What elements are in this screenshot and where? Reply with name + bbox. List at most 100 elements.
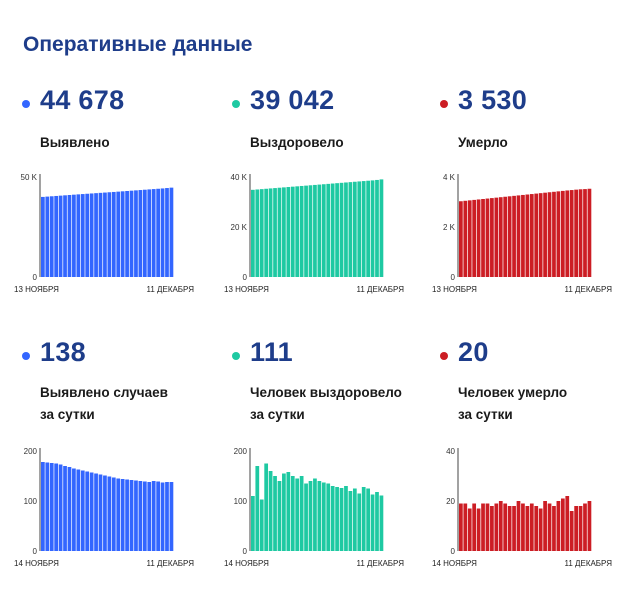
recovered-daily-bar	[259, 499, 264, 551]
detected-daily-bar	[120, 479, 125, 551]
detected-total-bar	[98, 192, 103, 277]
deaths-daily-bar	[569, 511, 574, 551]
recovered-daily-bar	[251, 496, 255, 551]
deaths-total-bar	[587, 188, 592, 277]
detected-total-bar	[165, 188, 169, 277]
detected-total-chart: 0 50 K 13 НОЯБРЯ 11 ДЕКАБРЯ	[14, 173, 194, 294]
recovered-total-value: 39 042	[250, 85, 335, 115]
recovered-daily-bar	[317, 481, 322, 551]
recovered-daily-y-tick-label: 200	[234, 447, 248, 456]
deaths-total-bar	[574, 189, 578, 277]
detected-daily-bar	[107, 476, 112, 551]
deaths-daily-x-end-label: 11 ДЕКАБРЯ	[565, 559, 613, 568]
detected-daily-bar	[134, 480, 138, 551]
detected-daily-dot	[22, 352, 30, 360]
detected-total-bar	[94, 193, 98, 277]
recovered-total-bar	[277, 187, 282, 277]
detected-daily-bar	[103, 475, 107, 551]
recovered-total-bar	[273, 188, 277, 277]
deaths-total-bar	[552, 191, 556, 277]
deaths-total-bar	[543, 192, 547, 277]
deaths-daily-y-tick-label: 40	[446, 447, 455, 456]
recovered-total-bar	[335, 183, 339, 277]
deaths-daily-bar	[574, 506, 578, 551]
recovered-total-bar	[344, 182, 348, 277]
deaths-total-bar	[569, 190, 574, 277]
recovered-daily-bar	[313, 478, 317, 551]
deaths-daily-bar	[547, 503, 552, 551]
deaths-daily-value: 20	[458, 337, 489, 367]
recovered-total-bar	[375, 179, 379, 277]
recovered-total-bar	[304, 185, 308, 278]
deaths-total-bar	[490, 198, 494, 277]
detected-daily-bar	[116, 478, 121, 551]
recovered-daily-bar	[330, 486, 335, 551]
recovered-total-bar	[295, 186, 300, 277]
recovered-daily-bar	[290, 476, 295, 551]
recovered-total-bar	[251, 189, 255, 277]
deaths-total-bar	[583, 189, 587, 277]
recovered-daily-bar	[286, 472, 291, 551]
recovered-daily-bar	[335, 487, 339, 551]
recovered-daily-bar	[352, 488, 357, 551]
deaths-daily-y-tick-label: 20	[446, 497, 455, 506]
detected-total-bar	[160, 188, 165, 277]
recovered-daily-bar	[304, 483, 308, 551]
detected-total-bar	[134, 190, 138, 277]
detected-daily-bar	[89, 472, 94, 551]
detected-daily-bar	[147, 482, 152, 551]
detected-total-bar	[116, 191, 121, 277]
deaths-total-bar	[525, 194, 530, 277]
deaths-total-bar	[467, 200, 472, 277]
detected-total-bar	[125, 191, 129, 277]
recovered-daily-bar	[268, 471, 273, 551]
detected-daily-bar	[54, 463, 59, 551]
deaths-daily-bar	[472, 503, 477, 551]
recovered-daily-bar	[273, 476, 277, 551]
recovered-total-bar	[313, 184, 317, 277]
deaths-total-bar	[512, 195, 516, 277]
recovered-total-label-line: Выздоровело	[250, 135, 344, 150]
recovered-total-y-tick-label: 40 K	[231, 173, 248, 182]
deaths-total-dot	[440, 100, 448, 108]
detected-daily-x-start-label: 14 НОЯБРЯ	[14, 559, 59, 568]
detected-daily-bar	[169, 482, 174, 551]
deaths-total-chart: 0 2 K 4 K 13 НОЯБРЯ 11 ДЕКАБРЯ	[432, 173, 612, 294]
deaths-daily-bar	[490, 506, 494, 551]
deaths-total-y-tick-label: 4 K	[443, 173, 456, 182]
panel-recovered-total: 39 042 Выздоровело 0 20 K 40 K 13 НОЯБРЯ 11 …	[224, 85, 422, 362]
recovered-daily-bar	[308, 481, 313, 551]
detected-daily-bar	[94, 473, 98, 551]
panel-deaths-total: 3 530 Умерло 0 2 K 4 K 13 НОЯБРЯ 11 ДЕКАБРЯ	[432, 85, 630, 362]
recovered-daily-bar	[339, 488, 344, 551]
detected-total-bar	[147, 189, 152, 277]
panel-recovered-daily: 111 Человек выздоровело за сутки 0 100 200 1…	[224, 337, 422, 614]
detected-total-bar	[54, 195, 59, 277]
deaths-daily-bar	[467, 508, 472, 551]
recovered-total-bar	[366, 180, 370, 277]
detected-total-bar	[151, 189, 156, 277]
deaths-daily-bar	[503, 503, 508, 551]
detected-daily-bar	[165, 482, 169, 551]
recovered-total-bar	[299, 185, 304, 277]
deaths-total-bar	[485, 198, 490, 277]
detected-total-bar	[85, 193, 90, 277]
deaths-daily-bar	[534, 506, 539, 551]
detected-daily-bar	[125, 479, 129, 551]
deaths-daily-bar	[507, 506, 512, 551]
deaths-daily-bar	[494, 503, 499, 551]
detected-daily-x-end-label: 11 ДЕКАБРЯ	[147, 559, 195, 568]
recovered-total-x-end-label: 11 ДЕКАБРЯ	[357, 285, 405, 294]
recovered-total-bar	[321, 184, 326, 277]
detected-total-value: 44 678	[40, 85, 125, 115]
deaths-daily-bar	[560, 498, 565, 551]
deaths-total-bar	[498, 197, 503, 277]
recovered-daily-bar	[366, 488, 370, 551]
deaths-daily-bar	[525, 506, 530, 551]
recovered-total-bar	[352, 181, 357, 277]
deaths-daily-bar	[552, 506, 556, 551]
deaths-daily-bar	[521, 503, 525, 551]
recovered-total-bar	[348, 182, 353, 278]
recovered-daily-bar	[299, 476, 304, 551]
deaths-total-bar	[529, 194, 534, 277]
